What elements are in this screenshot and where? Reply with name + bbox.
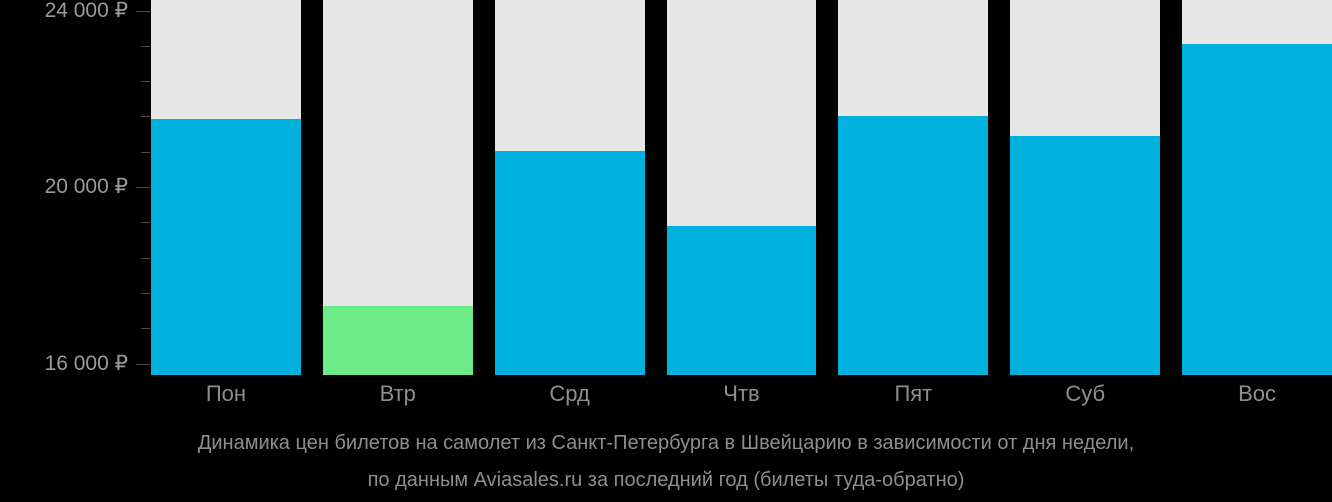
y-axis-tick-mark — [136, 363, 150, 365]
x-axis: Пон Втр Срд Чтв Пят Суб Вос — [0, 375, 1332, 421]
y-axis-tick-mark — [141, 45, 150, 47]
y-axis-tick-mark — [141, 116, 150, 118]
bar-group[interactable] — [1010, 0, 1161, 375]
bar-group[interactable] — [494, 0, 645, 375]
y-axis-tick-mark — [141, 151, 150, 153]
x-axis-label: Пят — [894, 381, 933, 406]
bar-group[interactable] — [1182, 0, 1332, 375]
y-axis-tick-label: 24 000 ₽ — [44, 0, 128, 22]
x-axis-label: Суб — [1065, 381, 1106, 406]
y-axis-tick-label: 16 000 ₽ — [44, 351, 128, 375]
y-axis: 24 000 ₽ 20 000 ₽ 16 000 ₽ — [0, 0, 150, 375]
bar[interactable] — [1010, 135, 1161, 375]
y-axis-tick-mark — [141, 222, 150, 224]
bar-group[interactable] — [838, 0, 989, 375]
x-axis-label: Пон — [205, 381, 247, 406]
x-axis-label: Срд — [549, 381, 590, 406]
x-axis-label: Вос — [1238, 381, 1277, 406]
caption-line-1: Динамика цен билетов на самолет из Санкт… — [197, 432, 1135, 454]
x-axis-label: Втр — [379, 381, 416, 406]
y-axis-tick-label: 20 000 ₽ — [44, 175, 128, 198]
bar[interactable] — [151, 119, 301, 375]
y-axis-tick-mark — [141, 257, 150, 259]
caption-line-2: по данным Aviasales.ru за последний год … — [367, 469, 965, 491]
bar[interactable] — [494, 150, 645, 375]
bar-group[interactable] — [322, 0, 473, 375]
y-axis-tick-mark — [136, 187, 150, 188]
y-axis-tick-mark — [141, 328, 150, 330]
bar-group[interactable] — [666, 0, 817, 375]
y-axis-tick-mark — [141, 292, 150, 294]
bar[interactable] — [838, 116, 989, 375]
bar-group[interactable] — [151, 0, 301, 375]
y-axis-tick-mark — [136, 10, 150, 12]
bar[interactable] — [1182, 44, 1332, 375]
chart-caption: Динамика цен билетов на самолет из Санкт… — [0, 425, 1332, 499]
x-axis-label: Чтв — [723, 381, 760, 406]
bar-series — [151, 0, 1332, 375]
bar-cheapest[interactable] — [322, 305, 473, 375]
bar[interactable] — [666, 225, 817, 375]
y-axis-tick-mark — [141, 81, 150, 83]
plot-area: 24 000 ₽ 20 000 ₽ 16 000 ₽ — [0, 0, 1332, 375]
